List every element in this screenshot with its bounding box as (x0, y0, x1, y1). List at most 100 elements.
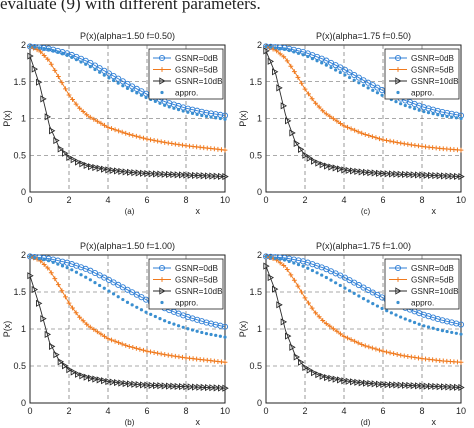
data-point (341, 123, 347, 129)
data-point (158, 351, 164, 357)
data-point (98, 70, 102, 74)
data-point (401, 353, 407, 359)
data-point (419, 171, 426, 179)
data-point (273, 256, 277, 260)
legend-marker (394, 54, 402, 62)
series-line (29, 55, 226, 178)
data-point (406, 381, 413, 390)
data-point (148, 381, 156, 389)
legend-marker (395, 77, 402, 85)
data-point (323, 57, 330, 64)
data-point (375, 91, 380, 95)
data-point (70, 97, 75, 102)
data-point (40, 95, 47, 103)
series-line (265, 256, 462, 326)
legend-entry: GSNR=5dB (411, 66, 455, 75)
data-point (137, 134, 143, 140)
data-point (436, 383, 444, 391)
data-point (371, 301, 375, 306)
data-point (28, 44, 32, 49)
data-point (124, 80, 131, 88)
data-point (172, 141, 178, 147)
data-point (295, 283, 301, 289)
data-point (116, 295, 120, 299)
data-point (91, 327, 97, 332)
data-point (36, 78, 43, 86)
data-point (79, 160, 86, 168)
data-point (137, 346, 143, 352)
data-point (306, 366, 314, 374)
chart-panel-d: 0 2 4 6 8 10 0 0.5 1 1.5 2 P(x)(alpha=1.75 f=1.00) x… (238, 241, 466, 427)
data-point (155, 350, 161, 356)
data-point (105, 377, 112, 386)
data-point (213, 384, 221, 392)
x-tick-label: 0 (27, 406, 32, 416)
data-point (269, 45, 273, 49)
data-point (320, 61, 324, 65)
data-point (422, 324, 426, 328)
data-point (301, 53, 305, 57)
data-point (88, 163, 95, 171)
data-point (125, 300, 130, 304)
y-tick-label: 1.5 (13, 287, 26, 297)
data-point (70, 268, 74, 272)
data-point (192, 383, 199, 391)
data-point (417, 322, 421, 326)
data-point (354, 167, 361, 175)
data-point (450, 330, 454, 335)
legend-entry: GSNR=0dB (175, 54, 219, 63)
data-point (79, 273, 83, 277)
data-point (138, 294, 145, 301)
data-point (112, 338, 118, 344)
data-point (126, 132, 132, 137)
data-point (334, 328, 340, 334)
x-tick-label: 2 (302, 406, 307, 416)
data-point (135, 305, 139, 309)
data-point (432, 382, 439, 391)
data-point (355, 74, 362, 81)
data-point (347, 75, 352, 80)
data-point (280, 102, 288, 110)
x-tick-label: 8 (183, 406, 188, 416)
data-point (399, 315, 403, 319)
data-point (31, 285, 39, 294)
data-point (53, 351, 60, 359)
data-point (140, 169, 147, 177)
legend-marker (159, 277, 165, 282)
data-point (402, 170, 409, 179)
data-point (302, 151, 309, 159)
data-point (34, 47, 40, 53)
x-tick-label: 0 (27, 195, 32, 205)
data-point (302, 295, 308, 301)
data-point (445, 383, 452, 391)
x-tick-label: 10 (220, 195, 230, 205)
legend-box (148, 48, 224, 100)
data-point (141, 135, 146, 141)
data-point (338, 121, 343, 126)
data-point (276, 301, 283, 309)
data-point (110, 279, 117, 286)
data-point (101, 67, 108, 74)
data-point (87, 267, 94, 274)
data-point (459, 332, 463, 336)
data-point (62, 362, 69, 370)
data-point (324, 373, 331, 382)
series-appro (28, 44, 227, 121)
data-point (114, 378, 121, 387)
data-point (56, 50, 60, 54)
data-point (365, 79, 372, 86)
y-tick-label: 0 (21, 187, 26, 197)
data-point (403, 103, 407, 108)
data-point (309, 96, 315, 102)
data-point (102, 73, 106, 77)
data-point (135, 169, 143, 177)
series-gsnr-5db (27, 44, 228, 153)
panel-label: (a) (125, 207, 135, 216)
x-tick-label: 6 (380, 195, 385, 205)
data-point (49, 127, 56, 135)
data-point (324, 275, 328, 280)
data-point (431, 112, 435, 116)
data-point (355, 340, 361, 346)
data-point (84, 62, 88, 66)
